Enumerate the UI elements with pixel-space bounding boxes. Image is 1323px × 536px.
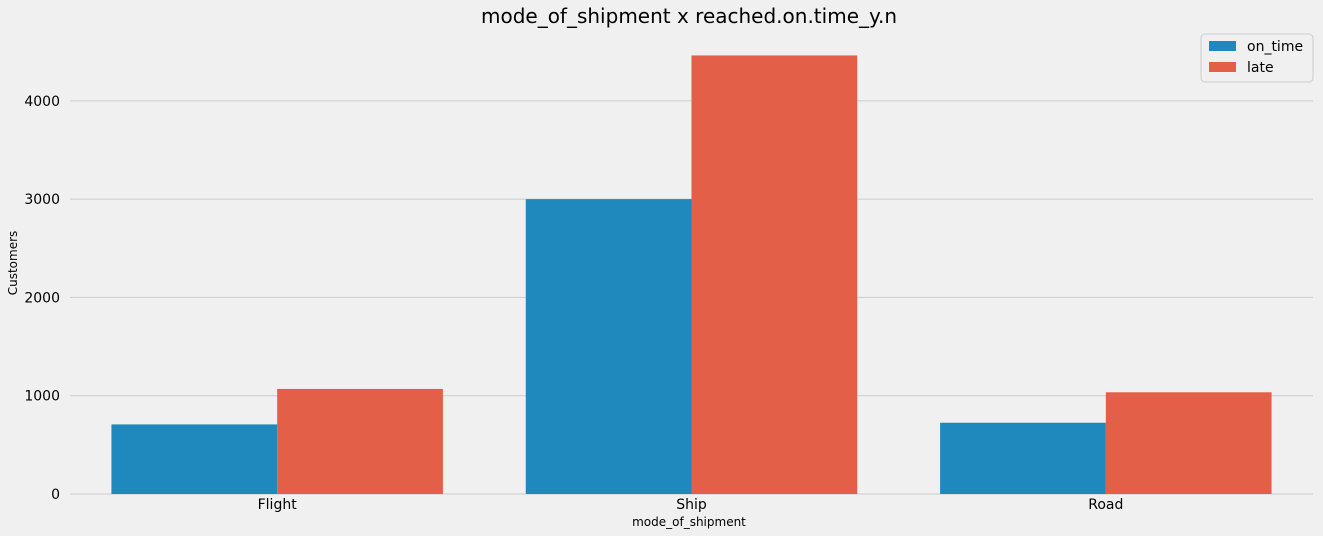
legend-label-late: late: [1247, 60, 1274, 76]
bar-flight-on-time: [111, 424, 278, 494]
y-axis-label: Customers: [6, 231, 20, 296]
legend-label-on-time: on_time: [1247, 39, 1303, 55]
bar-ship-on-time: [525, 199, 692, 494]
bar-road-late: [1105, 392, 1272, 494]
x-axis-ticks: Flight Ship Road: [258, 497, 1124, 513]
x-tick-label-flight: Flight: [258, 497, 298, 513]
y-tick-label: 2000: [24, 290, 60, 306]
x-tick-label-road: Road: [1088, 497, 1123, 513]
bar-flight-late: [277, 388, 443, 494]
y-tick-label: 3000: [24, 192, 60, 208]
x-axis-label: mode_of_shipment: [632, 515, 746, 529]
y-tick-label: 4000: [24, 94, 60, 110]
chart-title: mode_of_shipment x reached.on.time_y.n: [481, 4, 897, 28]
y-axis-ticks: 0 1000 2000 3000 4000: [24, 94, 60, 503]
bar-ship-late: [691, 55, 858, 495]
x-tick-label-ship: Ship: [676, 497, 707, 513]
bars: [111, 55, 1272, 495]
legend-swatch-late: [1209, 62, 1236, 72]
legend-swatch-on-time: [1209, 41, 1236, 51]
y-tick-label: 1000: [24, 389, 60, 405]
bar-road-on-time: [940, 422, 1106, 494]
y-tick-label: 0: [51, 487, 60, 503]
